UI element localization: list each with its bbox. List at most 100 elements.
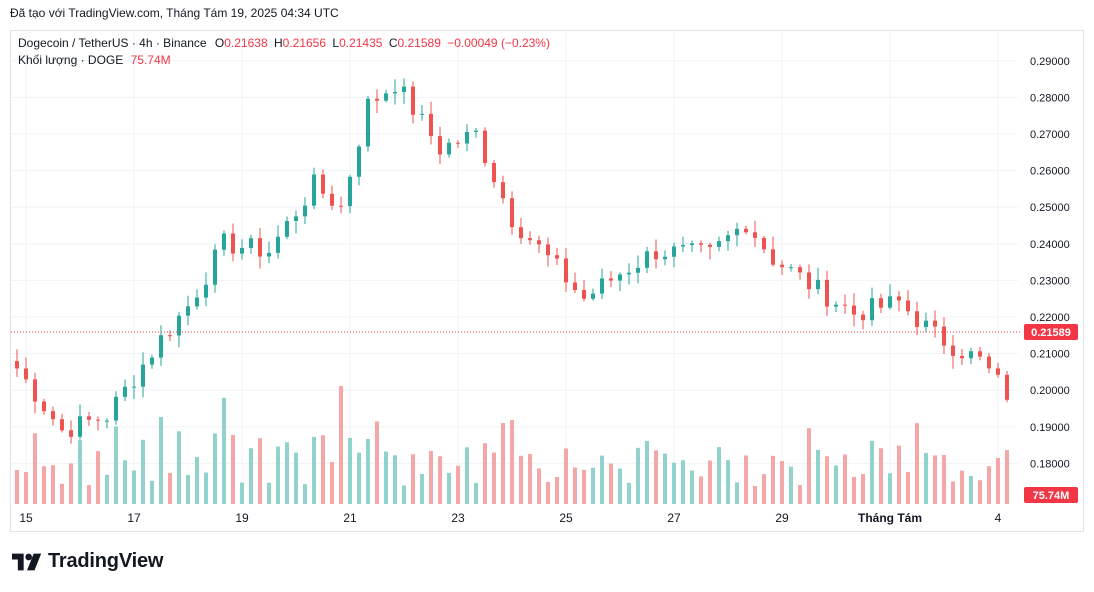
- price-tick-label: 0.18000: [1030, 458, 1070, 470]
- volume-bar: [456, 465, 460, 504]
- time-tick-label: Tháng Tám: [858, 511, 922, 525]
- change-value: −0.00049 (−0.23%): [447, 36, 550, 50]
- candle-body: [591, 293, 595, 299]
- high-value: 0.21656: [282, 36, 327, 50]
- candle-body: [645, 251, 649, 268]
- volume-bar: [123, 460, 127, 504]
- volume-bar: [663, 453, 667, 504]
- volume-bar: [870, 440, 874, 504]
- volume-value: 75.74M: [130, 53, 171, 67]
- volume-bar: [753, 485, 757, 504]
- price-tick-label: 0.21000: [1030, 349, 1070, 361]
- volume-bar: [816, 449, 820, 504]
- volume-bar: [924, 452, 928, 504]
- candle-body: [213, 249, 217, 285]
- open-value: 0.21638: [224, 36, 268, 50]
- volume-bar: [42, 466, 46, 504]
- time-tick-label: 23: [451, 511, 465, 525]
- volume-bar: [771, 455, 775, 504]
- volume-bar: [78, 440, 82, 504]
- candle-body: [519, 227, 523, 239]
- candle-body: [978, 351, 982, 357]
- grid-lines: [11, 32, 1018, 504]
- candle-body: [69, 430, 73, 437]
- tradingview-brand[interactable]: TradingView: [12, 550, 163, 573]
- volume-bar: [933, 455, 937, 504]
- candle-body: [249, 238, 253, 248]
- candle-body: [717, 241, 721, 247]
- candle-body: [420, 113, 424, 115]
- volume-bar: [690, 470, 694, 504]
- volume-bar: [717, 447, 721, 504]
- time-tick-label: 4: [995, 511, 1002, 525]
- candle-body: [672, 246, 676, 257]
- volume-bar: [150, 480, 154, 504]
- candle-body: [123, 386, 127, 397]
- volume-bar: [168, 473, 172, 504]
- last-volume-label: 75.74M: [1033, 490, 1070, 502]
- price-tick-label: 0.25000: [1030, 202, 1070, 214]
- price-tick-label: 0.23000: [1030, 275, 1070, 287]
- candle-body: [105, 420, 109, 422]
- time-tick-label: 19: [235, 511, 249, 525]
- candle-body: [492, 163, 496, 183]
- close-value: 0.21589: [397, 36, 441, 50]
- volume-bar: [636, 447, 640, 504]
- candle-body: [357, 146, 361, 177]
- last-price-marker: 0.21589 75.74M: [11, 324, 1078, 503]
- volume-bar: [465, 447, 469, 504]
- volume-bar: [888, 473, 892, 504]
- candle-body: [690, 243, 694, 246]
- volume-bar: [411, 454, 415, 504]
- volume-bar: [96, 451, 100, 504]
- volume-bar: [492, 452, 496, 504]
- volume-bar: [429, 450, 433, 504]
- candle-body: [150, 357, 154, 365]
- volume-bar: [249, 448, 253, 504]
- volume-bars: [15, 386, 1009, 504]
- volume-bar: [357, 452, 361, 504]
- candle-body: [447, 142, 451, 155]
- volume-bar: [609, 463, 613, 504]
- volume-bar: [24, 472, 28, 504]
- volume-bar: [861, 474, 865, 504]
- time-tick-label: 15: [19, 511, 33, 525]
- candle-body: [330, 193, 334, 206]
- candle-body: [96, 419, 100, 421]
- time-tick-label: 27: [667, 511, 681, 525]
- candle-body: [168, 335, 172, 337]
- candle-body: [465, 131, 469, 144]
- candle-body: [276, 236, 280, 253]
- price-tick-label: 0.24000: [1030, 239, 1070, 251]
- volume-bar: [699, 476, 703, 504]
- volume-bar: [546, 481, 550, 504]
- candle-body: [708, 244, 712, 247]
- volume-bar: [51, 465, 55, 504]
- candles: [15, 78, 1009, 444]
- volume-bar: [843, 454, 847, 504]
- candle-body: [699, 243, 703, 245]
- price-axis: 0.29000 0.28000 0.27000 0.26000 0.25000 0.240…: [1030, 56, 1070, 471]
- candle-body: [924, 320, 928, 328]
- candle-body: [159, 335, 163, 358]
- candle-body: [15, 361, 19, 369]
- candle-body: [114, 396, 118, 421]
- candle-body: [897, 296, 901, 301]
- last-price-label: 0.21589: [1031, 327, 1071, 339]
- candle-body: [285, 220, 289, 237]
- volume-bar: [744, 455, 748, 504]
- candle-body: [438, 136, 442, 155]
- price-tick-label: 0.19000: [1030, 422, 1070, 434]
- volume-bar: [942, 455, 946, 504]
- candle-body: [879, 298, 883, 308]
- candlestick-chart[interactable]: 0.29000 0.28000 0.27000 0.26000 0.25000 0.240…: [0, 0, 1094, 540]
- volume-bar: [735, 482, 739, 504]
- candle-body: [636, 267, 640, 273]
- volume-bar: [384, 451, 388, 504]
- candle-body: [825, 279, 829, 307]
- candle-body: [609, 278, 613, 281]
- volume-bar: [987, 466, 991, 504]
- candle-body: [960, 355, 964, 359]
- volume-bar: [204, 472, 208, 504]
- volume-bar: [906, 472, 910, 504]
